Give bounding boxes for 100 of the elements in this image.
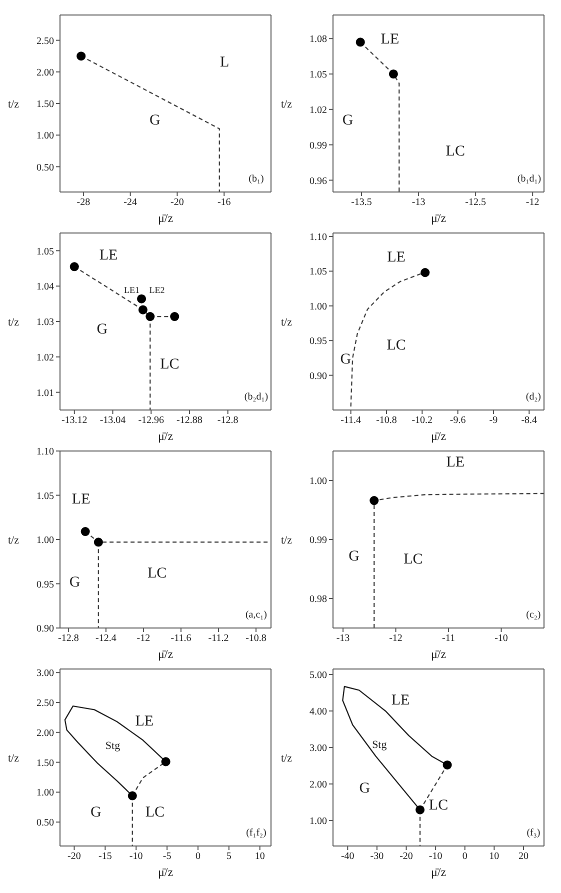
x-tick-label: 10: [254, 851, 265, 862]
x-tick-label: 0: [195, 851, 200, 862]
annotation: LC: [147, 564, 167, 584]
y-axis-title: t/z: [8, 752, 20, 764]
y-tick-label: 5.00: [310, 670, 327, 682]
y-tick-label: 0.95: [36, 579, 54, 590]
x-tick-label: -11.4: [340, 415, 362, 426]
annotation: (a,c₁): [245, 608, 267, 622]
annotation: LE: [99, 246, 118, 266]
y-tick-label: 1.08: [310, 34, 327, 46]
y-tick-label: 0.90: [36, 624, 54, 635]
y-tick-label: 0.95: [310, 336, 327, 348]
y-tick-label: 1.00: [310, 476, 327, 488]
y-tick-label: 0.90: [310, 370, 327, 382]
x-tick-label: -12: [526, 197, 540, 208]
y-axis-title: t/z: [8, 98, 20, 110]
annotation: LC: [386, 336, 406, 355]
y-tick-label: 1.05: [310, 266, 327, 278]
y-tick-label: 1.50: [36, 99, 54, 110]
x-axis-title: μ̄/z: [156, 210, 174, 226]
x-tick-label: -24: [124, 197, 138, 208]
y-tick-label: 3.00: [36, 668, 54, 680]
x-tick-label: 5: [226, 851, 232, 862]
y-tick-label: 4.00: [310, 706, 327, 718]
y-tick-label: 1.10: [36, 446, 54, 458]
x-tick-label: -10: [428, 851, 442, 862]
y-tick-label: 1.00: [310, 301, 327, 312]
annotation: LC: [446, 142, 465, 162]
x-tick-label: -16: [217, 197, 231, 208]
annotation: Stg: [372, 738, 387, 752]
x-tick-label: -11: [442, 633, 456, 644]
annotation: LE: [135, 712, 154, 732]
y-tick-label: 1.05: [36, 490, 54, 502]
y-tick-label: 1.01: [36, 388, 54, 399]
x-tick-label: -10.8: [246, 633, 266, 644]
y-tick-label: 2.50: [36, 698, 54, 710]
x-tick-label: -28: [76, 197, 90, 208]
x-tick-label: -9: [489, 415, 498, 426]
y-tick-label: 2.00: [36, 728, 54, 739]
annotation: LC: [145, 804, 165, 823]
x-axis-title: μ̄/z: [430, 210, 448, 226]
y-tick-label: 1.02: [310, 104, 327, 116]
y-tick-label: 0.50: [36, 162, 54, 174]
annotation: G: [359, 778, 370, 798]
x-axis-title: μ̄/z: [156, 646, 174, 662]
annotation: Stg: [105, 739, 120, 754]
x-tick-label: -12.8: [58, 633, 79, 644]
annotation: G: [69, 573, 80, 592]
x-tick-label: -11.2: [208, 633, 229, 644]
annotation: LE: [387, 248, 406, 267]
x-tick-label: -15: [98, 851, 112, 862]
y-tick-label: 2.00: [310, 780, 327, 791]
x-tick-label: -12: [136, 633, 150, 644]
y-tick-label: 1.00: [36, 130, 54, 142]
x-tick-label: -12.5: [465, 197, 486, 208]
annotation: LE: [446, 454, 465, 473]
y-axis-title: t/z: [281, 534, 292, 546]
y-axis-title: t/z: [281, 98, 292, 110]
x-axis-title: μ̄/z: [156, 428, 174, 444]
x-tick-label: -20: [68, 851, 81, 862]
y-axis-title: t/z: [8, 316, 20, 328]
annotation: LE: [391, 690, 410, 710]
x-tick-label: -13: [336, 633, 350, 644]
y-tick-label: 0.50: [36, 818, 54, 829]
x-axis-title: μ̄/z: [430, 864, 448, 880]
annotation: LE: [380, 30, 400, 49]
y-tick-label: 0.99: [310, 535, 327, 546]
annotation: G: [150, 110, 160, 130]
y-tick-label: 1.00: [36, 535, 54, 546]
annotation: (f₁f₂): [246, 826, 266, 840]
x-tick-label: -13: [412, 197, 426, 208]
x-tick-label: -12.88: [176, 415, 202, 426]
x-axis-title: μ̄/z: [156, 864, 174, 880]
x-tick-label: -5: [162, 851, 172, 862]
y-tick-label: 1.50: [36, 758, 54, 769]
y-tick-label: 2.00: [36, 67, 54, 78]
x-tick-label: -10.8: [376, 415, 397, 426]
annotation: (c₂): [526, 608, 541, 622]
x-tick-label: -13.04: [100, 415, 126, 426]
y-tick-label: 3.00: [310, 743, 327, 754]
x-tick-label: -8.4: [521, 415, 538, 426]
y-tick-label: 1.00: [310, 816, 327, 828]
x-axis-title: μ̄/z: [430, 428, 448, 444]
x-tick-label: 10: [489, 851, 500, 862]
annotation: L: [220, 52, 230, 72]
y-axis-title: t/z: [8, 534, 20, 546]
annotation: (b₁): [248, 172, 264, 186]
y-axis-title: t/z: [281, 752, 292, 764]
x-tick-label: -9.6: [450, 415, 466, 426]
x-tick-label: 0: [462, 851, 468, 862]
x-tick-label: -20: [400, 851, 413, 862]
y-tick-label: 2.50: [36, 36, 54, 47]
annotation: (b₂d₁): [244, 390, 268, 404]
x-tick-label: -10.2: [412, 415, 433, 426]
x-tick-label: -10: [129, 851, 143, 862]
y-tick-label: 1.10: [310, 232, 327, 244]
y-tick-label: 0.99: [310, 140, 327, 152]
annotation: (b₁d₁): [517, 172, 542, 186]
y-tick-label: 1.00: [36, 788, 54, 799]
annotation: (d₂): [526, 390, 542, 404]
